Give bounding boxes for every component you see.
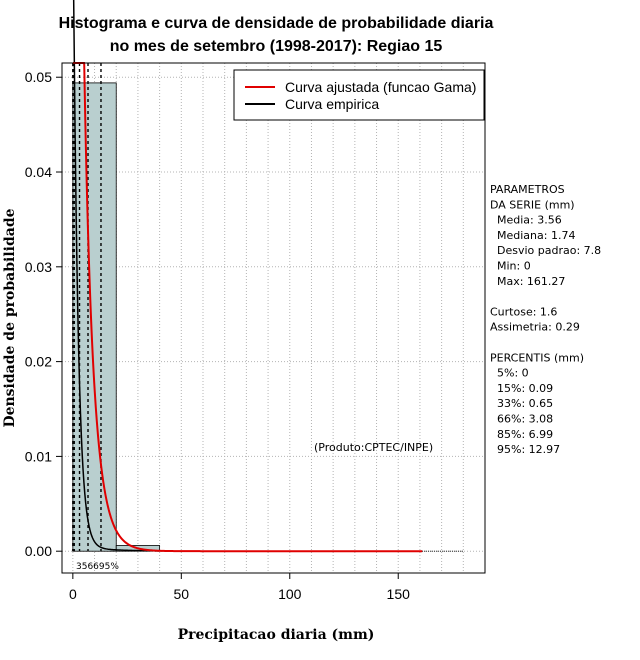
stats-line: 15%: 0.09 bbox=[490, 382, 553, 395]
stats-line: DA SERIE (mm) bbox=[490, 198, 575, 211]
chart-title-line1: Histograma e curva de densidade de proba… bbox=[59, 15, 494, 32]
gamma-curve-group bbox=[72, 0, 423, 553]
stats-line: PERCENTIS (mm) bbox=[490, 351, 584, 364]
plot-border bbox=[61, 62, 486, 574]
legend-box bbox=[233, 69, 485, 121]
y-tick-label: 0.01 bbox=[25, 448, 52, 464]
x-tick-label: 150 bbox=[387, 586, 411, 602]
x-tick-label: 100 bbox=[278, 586, 302, 602]
stats-panel: PARAMETROS DA SERIE (mm) Media: 3.56 Medi… bbox=[490, 183, 601, 456]
x-axis-label: Precipitacao diaria (mm) bbox=[178, 627, 375, 643]
x-axis: 0 50 100 150 bbox=[69, 572, 411, 602]
x-tick-label: 50 bbox=[174, 586, 190, 602]
y-tick-label: 0.04 bbox=[25, 164, 52, 180]
stats-line: 5%: 0 bbox=[490, 367, 529, 380]
stats-line: 33%: 0.65 bbox=[490, 397, 553, 410]
stats-line: 95%: 12.97 bbox=[490, 443, 560, 456]
x-tick-label: 0 bbox=[69, 586, 77, 602]
stats-line: Assimetria: 0.29 bbox=[490, 321, 580, 334]
stats-line: 85%: 6.99 bbox=[490, 428, 553, 441]
y-axis: 0.00 0.01 0.02 0.03 0.04 0.05 bbox=[25, 69, 63, 559]
stats-line: Min: 0 bbox=[490, 260, 531, 273]
y-tick-label: 0.05 bbox=[25, 69, 52, 85]
y-tick-label: 0.00 bbox=[25, 543, 52, 559]
stats-line: Media: 3.56 bbox=[490, 214, 562, 227]
y-axis-label: Densidade de probabilidade bbox=[2, 208, 18, 427]
y-tick-label: 0.02 bbox=[25, 354, 52, 370]
y-tick-label: 0.03 bbox=[25, 259, 52, 275]
percentile-bottom-label: 356695% bbox=[76, 562, 119, 572]
legend: Curva ajustada (funcao Gama) Curva empir… bbox=[233, 69, 485, 121]
stats-line: Max: 161.27 bbox=[490, 275, 565, 288]
grid bbox=[62, 63, 485, 573]
stats-line: 66%: 3.08 bbox=[490, 413, 553, 426]
legend-label-empirical: Curva empirica bbox=[285, 96, 379, 112]
stats-line: Desvio padrao: 7.8 bbox=[490, 244, 601, 257]
chart-title-line2: no mes de setembro (1998-2017): Regiao 1… bbox=[110, 38, 443, 55]
legend-label-fit: Curva ajustada (funcao Gama) bbox=[285, 79, 476, 95]
product-credit: (Produto:CPTEC/INPE) bbox=[314, 441, 433, 454]
stats-line: Curtose: 1.6 bbox=[490, 305, 557, 318]
stats-line: PARAMETROS bbox=[490, 183, 565, 196]
gamma-fit-curve bbox=[72, 62, 423, 553]
stats-line: Mediana: 1.74 bbox=[490, 229, 575, 242]
